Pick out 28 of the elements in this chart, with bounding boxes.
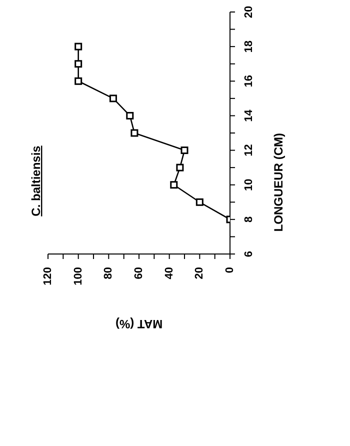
x-tick-label: 120 — [42, 267, 54, 286]
y-axis-title: LONGUEUR (CM) — [271, 133, 286, 232]
x-axis-title: MAT (%) — [115, 317, 163, 331]
x-tick-label: 20 — [194, 267, 206, 280]
point — [126, 112, 134, 120]
x-tick-label: 60 — [133, 267, 145, 280]
y-tick-label: 18 — [243, 40, 255, 53]
y-tick-label: 16 — [243, 75, 255, 88]
point — [170, 181, 178, 189]
point — [74, 60, 82, 68]
point — [74, 42, 82, 50]
x-tick-label: 40 — [163, 267, 176, 280]
x-tick-label: 0 — [224, 267, 236, 274]
y-tick-label: 12 — [243, 144, 255, 156]
point — [176, 164, 184, 172]
text: C. baltiensis — [29, 145, 43, 216]
y-tick-label: 20 — [243, 6, 255, 18]
point — [109, 94, 117, 102]
y-tick-label: 8 — [243, 216, 255, 222]
point — [130, 129, 138, 137]
y-tick-label: 14 — [243, 108, 255, 122]
y-tick-label: 10 — [243, 178, 255, 191]
point — [196, 198, 204, 206]
point — [74, 77, 82, 85]
x-tick-label: 80 — [102, 267, 115, 280]
y-tick-label: 6 — [243, 250, 255, 258]
point — [180, 146, 188, 154]
x-tick-label: 100 — [72, 267, 84, 286]
